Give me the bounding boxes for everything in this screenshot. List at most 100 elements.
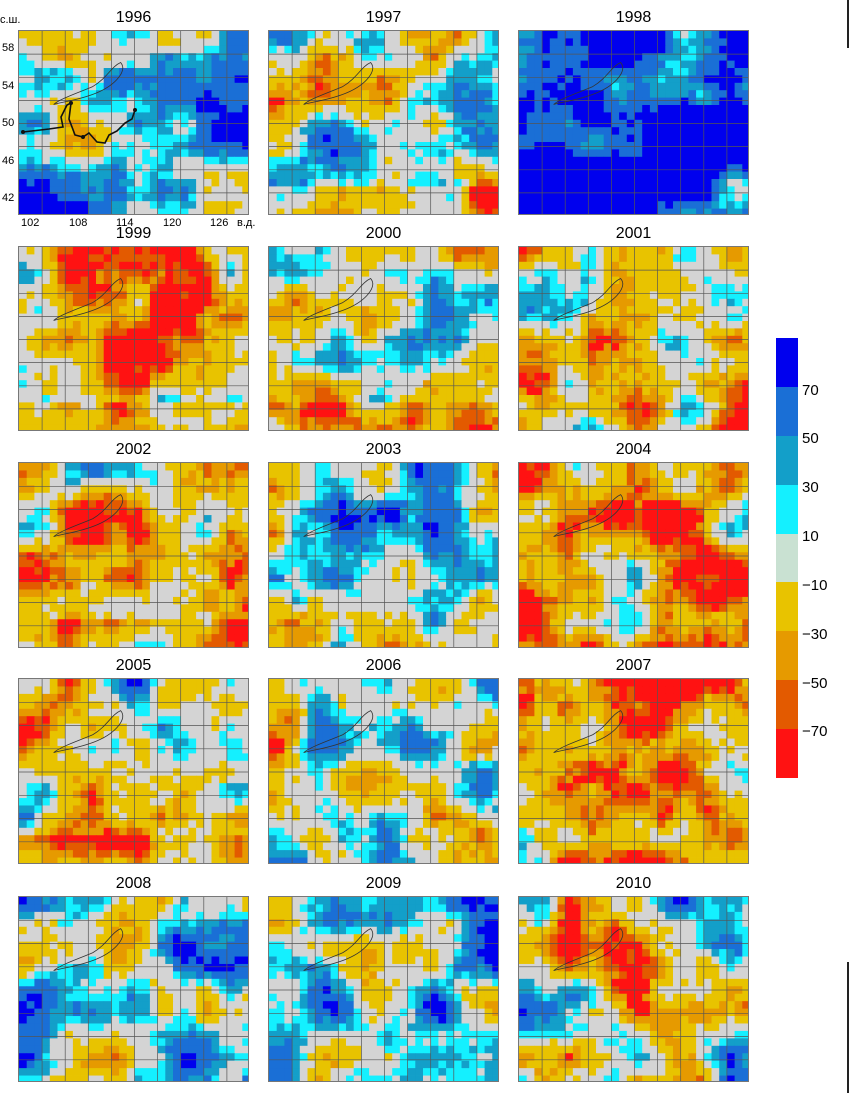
map-cell [242, 60, 248, 69]
map-cell [603, 269, 612, 277]
map-cell [173, 82, 182, 91]
map-cell [634, 156, 643, 165]
map-cell [276, 402, 285, 411]
map-cell [557, 291, 566, 300]
map-cell [438, 90, 447, 98]
map-cell [392, 284, 401, 292]
map-cell [119, 75, 128, 84]
map-cell [688, 387, 697, 396]
map-cell [415, 53, 424, 61]
map-cell [57, 261, 66, 270]
map-cell [173, 149, 182, 158]
map-cell [284, 313, 293, 322]
map-cell [57, 321, 66, 329]
map-cell [665, 321, 674, 329]
map-cell [65, 254, 74, 263]
map-cell [484, 261, 493, 270]
map-cell [276, 409, 285, 418]
map-cell [96, 291, 105, 300]
map-cell [269, 38, 278, 47]
map-cell [596, 208, 605, 214]
map-cell [742, 142, 748, 150]
map-cell [322, 75, 331, 84]
map-cell [149, 105, 158, 113]
map-cell [565, 395, 574, 403]
map-cell [642, 171, 651, 180]
map-cell [596, 321, 605, 329]
map-cell [557, 328, 566, 337]
map-cell [680, 365, 689, 374]
map-cell [211, 179, 220, 187]
map-cell [119, 31, 128, 39]
map-cell [542, 365, 551, 374]
map-cell [196, 53, 205, 61]
map-cell [165, 38, 174, 47]
map-cell [438, 358, 447, 366]
map-cell [242, 328, 248, 337]
map-cell [80, 350, 89, 359]
map-cell [680, 149, 689, 158]
map-cell [611, 409, 620, 418]
map-cell [111, 409, 120, 418]
map-cell [588, 328, 597, 337]
map-cell [26, 171, 35, 180]
map-cell [673, 127, 682, 135]
map-cell [299, 75, 308, 84]
map-cell [242, 463, 248, 471]
map-cell [49, 395, 58, 403]
map-cell [430, 142, 439, 150]
map-cell [196, 149, 205, 158]
map-cell [165, 544, 174, 553]
map-cell [180, 276, 189, 285]
map-cell [65, 402, 74, 411]
map-cell [619, 82, 628, 91]
map-cell [392, 395, 401, 403]
map-cell [72, 127, 81, 135]
map-cell [126, 82, 135, 91]
map-cell [65, 31, 74, 39]
map-cell [399, 276, 408, 285]
map-cell [211, 409, 220, 418]
map-cell [284, 402, 293, 411]
map-cell [603, 45, 612, 54]
map-cell [665, 82, 674, 91]
map-cell [492, 142, 498, 150]
map-cell [149, 90, 158, 98]
map-cell [384, 424, 393, 430]
map-cell [557, 171, 566, 180]
map-cell [734, 171, 743, 180]
map-cell [734, 134, 743, 143]
map-cell [649, 105, 658, 113]
map-cell [519, 321, 528, 329]
map-cell [346, 350, 355, 359]
map-cell [34, 507, 43, 516]
map-cell [634, 261, 643, 270]
map-cell [307, 201, 316, 209]
map-cell [234, 149, 243, 158]
map-cell [219, 529, 228, 538]
map-cell [165, 515, 174, 523]
map-cell [226, 247, 235, 255]
map-cell [376, 164, 385, 172]
map-cell [19, 38, 28, 47]
map-cell [65, 291, 74, 300]
map-cell [492, 269, 498, 277]
map-cell [284, 97, 293, 106]
map-cell [642, 45, 651, 54]
map-cell [742, 261, 748, 270]
map-cell [142, 134, 151, 143]
map-cell [673, 38, 682, 47]
map-cell [57, 127, 66, 135]
map-cell [180, 38, 189, 47]
map-cell [634, 31, 643, 39]
map-cell [649, 313, 658, 322]
map-cell [453, 31, 462, 39]
map-cell [603, 171, 612, 180]
map-cell [307, 82, 316, 91]
map-cell [211, 515, 220, 523]
map-cell [734, 112, 743, 121]
map-cell [626, 60, 635, 69]
map-cell [180, 298, 189, 307]
map-cell [157, 261, 166, 270]
map-cell [588, 313, 597, 322]
